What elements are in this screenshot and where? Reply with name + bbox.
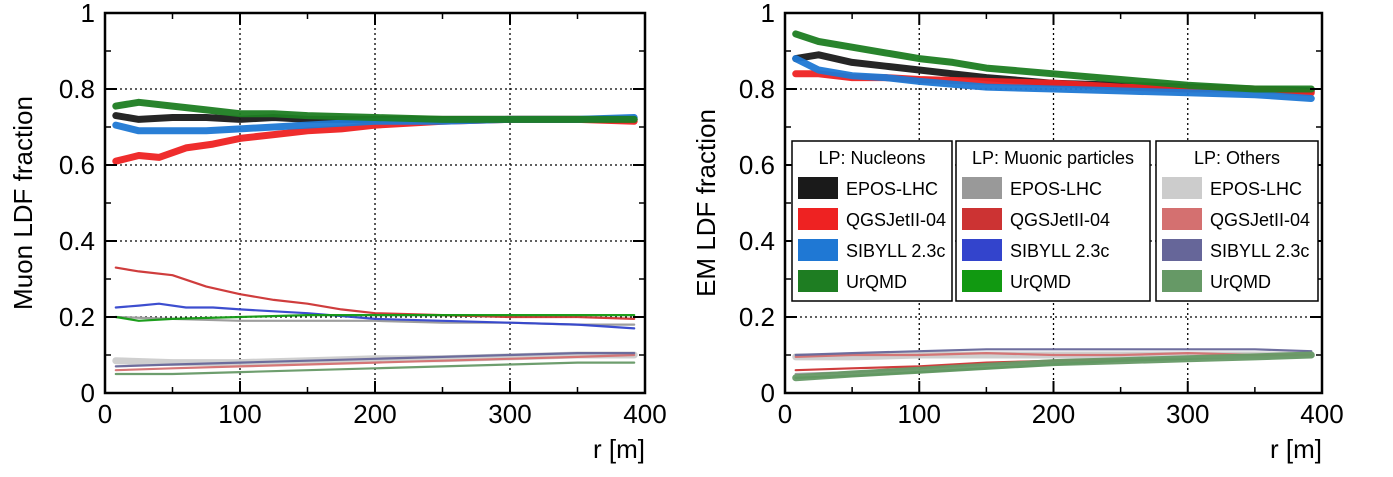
x-tick-label: 0 bbox=[778, 399, 792, 429]
legend-swatch bbox=[962, 239, 1002, 261]
legend-swatch bbox=[962, 177, 1002, 199]
series-line-qgsjetii-04 bbox=[114, 353, 636, 372]
y-tick-label: 0.8 bbox=[739, 74, 775, 104]
y-tick-label: 0.2 bbox=[59, 302, 95, 332]
series-line-sibyll-2-3c bbox=[114, 352, 636, 368]
legend-title: LP: Others bbox=[1194, 148, 1280, 168]
x-tick-label: 300 bbox=[1166, 399, 1209, 429]
y-tick-label: 0.4 bbox=[739, 226, 775, 256]
y-tick-label: 0 bbox=[81, 378, 95, 408]
legend-label: EPOS-LHC bbox=[1210, 179, 1302, 199]
legend-label: EPOS-LHC bbox=[1010, 179, 1102, 199]
series-line-urqmd bbox=[792, 30, 1315, 93]
y-tick-label: 1 bbox=[81, 0, 95, 28]
legend-swatch bbox=[798, 208, 838, 230]
legend-swatch bbox=[798, 177, 838, 199]
series-line-sibyll-2-3c bbox=[794, 348, 1313, 357]
legend-group-3: LP: Others EPOS-LHC QGSJetII-04 SIBYLL 2.3c… bbox=[1155, 140, 1319, 302]
series-line-urqmd bbox=[792, 351, 1315, 382]
x-axis-title: r [m] bbox=[593, 434, 645, 464]
series-line-sibyll-2-3c bbox=[114, 302, 636, 330]
series-line-urqmd bbox=[112, 98, 638, 123]
legend-swatch bbox=[798, 239, 838, 261]
legend-label: UrQMD bbox=[1010, 272, 1071, 292]
x-tick-label: 100 bbox=[218, 399, 261, 429]
x-axis-title: r [m] bbox=[1270, 434, 1322, 464]
y-axis-title: EM LDF fraction bbox=[691, 109, 721, 297]
legend-swatch bbox=[1162, 239, 1202, 261]
legend-swatch bbox=[1162, 208, 1202, 230]
legend-label: QGSJetII-04 bbox=[846, 210, 946, 230]
legend-label: QGSJetII-04 bbox=[1210, 210, 1310, 230]
legend-label: SIBYLL 2.3c bbox=[1210, 241, 1309, 261]
series-line-sibyll-2-3c bbox=[792, 55, 1315, 102]
legend-swatch bbox=[1162, 177, 1202, 199]
legend-title: LP: Muonic particles bbox=[972, 148, 1134, 168]
legend-swatch bbox=[962, 270, 1002, 292]
legend-swatch bbox=[962, 208, 1002, 230]
legend-swatch bbox=[798, 270, 838, 292]
legend-label: UrQMD bbox=[1210, 272, 1271, 292]
x-tick-label: 200 bbox=[353, 399, 396, 429]
x-tick-label: 100 bbox=[898, 399, 941, 429]
y-tick-label: 1 bbox=[761, 0, 775, 28]
y-tick-label: 0.6 bbox=[739, 150, 775, 180]
x-tick-label: 400 bbox=[1300, 399, 1343, 429]
legend-group-2: LP: Muonic particles EPOS-LHC QGSJetII-04 S… bbox=[955, 140, 1151, 302]
legend-label: EPOS-LHC bbox=[846, 179, 938, 199]
y-axis-title: Muon LDF fraction bbox=[8, 96, 38, 310]
series-line-urqmd bbox=[114, 314, 636, 322]
series-line-qgsjetii-04 bbox=[114, 266, 636, 320]
legend-title: LP: Nucleons bbox=[818, 148, 925, 168]
y-tick-label: 0.2 bbox=[739, 302, 775, 332]
y-tick-label: 0 bbox=[761, 378, 775, 408]
x-tick-label: 300 bbox=[488, 399, 531, 429]
y-tick-label: 0.6 bbox=[59, 150, 95, 180]
panel-1: 0 100 200 300 400 0 0.2 0.4 0.6 0.8 1 r [m] Muon LDF… bbox=[8, 0, 667, 464]
y-tick-label: 0.8 bbox=[59, 74, 95, 104]
legend: LP: Nucleons EPOS-LHC QGSJetII-04 SIBYLL 2.… bbox=[791, 140, 1319, 302]
legend-label: QGSJetII-04 bbox=[1010, 210, 1110, 230]
x-tick-label: 200 bbox=[1032, 399, 1075, 429]
legend-label: UrQMD bbox=[846, 272, 907, 292]
y-tick-label: 0.4 bbox=[59, 226, 95, 256]
legend-swatch bbox=[1162, 270, 1202, 292]
series-line-urqmd bbox=[114, 361, 636, 376]
legend-label: SIBYLL 2.3c bbox=[1010, 241, 1109, 261]
legend-label: SIBYLL 2.3c bbox=[846, 241, 945, 261]
x-tick-label: 400 bbox=[623, 399, 666, 429]
legend-group-1: LP: Nucleons EPOS-LHC QGSJetII-04 SIBYLL 2.… bbox=[791, 140, 953, 302]
x-tick-label: 0 bbox=[98, 399, 112, 429]
